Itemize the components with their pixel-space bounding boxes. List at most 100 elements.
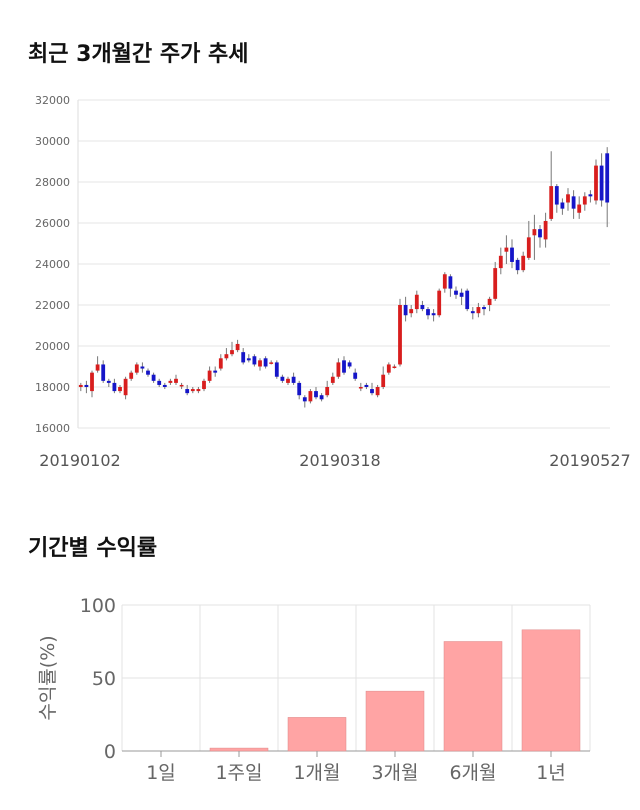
candle-body — [202, 380, 206, 390]
candle-body — [566, 194, 570, 203]
candle-body — [325, 387, 330, 396]
period-return-title: 기간별 수익률 — [28, 536, 158, 561]
candle-body — [599, 165, 604, 201]
x-tick-label: 20190318 — [299, 451, 380, 470]
candle-body — [123, 378, 128, 396]
candle-body — [151, 374, 156, 381]
candle-body — [78, 384, 83, 387]
candle-body — [442, 274, 447, 289]
candle-body — [431, 313, 436, 316]
candle-body — [454, 290, 458, 295]
return-bar — [209, 747, 269, 752]
candle-body — [129, 372, 134, 379]
candle-body — [342, 360, 346, 373]
return-bar — [287, 717, 347, 752]
candle-body — [420, 305, 425, 310]
candle-body — [224, 354, 229, 359]
candle-body — [112, 382, 117, 392]
x-tick-label: 20190527 — [549, 451, 630, 470]
candle-body — [90, 372, 94, 392]
candle-body — [381, 374, 386, 387]
candle-body — [241, 352, 246, 363]
candle-body — [588, 194, 593, 197]
candle-body — [168, 380, 173, 383]
candle-body — [286, 378, 290, 383]
y-tick-label: 26000 — [35, 217, 70, 230]
candle-body — [353, 372, 358, 379]
candle-body — [532, 229, 537, 236]
x-tick-label: 1일 — [146, 762, 176, 784]
candle-body — [459, 292, 464, 297]
candle-body — [571, 196, 576, 209]
candle-body — [577, 204, 582, 213]
candle-body — [426, 309, 430, 316]
price-trend-chart: 16000 18000 20000 22000 24000 26000 28000 30000… — [35, 94, 631, 470]
candle-body — [398, 305, 402, 365]
return-bar — [521, 629, 581, 752]
candle-body — [543, 220, 548, 240]
y-tick-label: 0 — [104, 741, 116, 763]
candle-body — [314, 391, 318, 398]
y-tick-label: 20000 — [35, 340, 70, 353]
candle-body — [403, 305, 408, 316]
y-tick-label: 32000 — [35, 94, 70, 107]
candle-body — [392, 366, 397, 368]
candle-body — [515, 259, 520, 271]
candle-body — [297, 382, 302, 396]
candle-body — [235, 343, 240, 351]
candle-body — [218, 358, 223, 369]
candle-body — [274, 362, 279, 377]
candle-body — [465, 290, 470, 310]
candle-body — [95, 364, 100, 371]
candle-body — [157, 380, 162, 385]
candle-body — [207, 370, 212, 381]
candle-body — [246, 358, 251, 361]
candle-body — [162, 384, 167, 387]
candle-body — [370, 389, 374, 394]
candle-body — [526, 237, 531, 258]
y-tick-label: 30000 — [35, 135, 70, 148]
candle-body — [336, 362, 341, 377]
candle-body — [437, 290, 442, 316]
candle-body — [554, 186, 559, 205]
candle-body — [146, 370, 150, 375]
candle-body — [213, 370, 218, 373]
x-tick-label: 20190102 — [39, 451, 120, 470]
candle-body — [134, 364, 139, 373]
y-tick-label: 24000 — [35, 258, 70, 271]
candle-body — [414, 294, 419, 310]
candle-body — [106, 380, 111, 383]
candle-body — [498, 255, 503, 269]
candle-body — [549, 186, 554, 219]
x-tick-label: 6개월 — [449, 762, 496, 784]
return-bar — [443, 641, 503, 752]
y-tick-label: 16000 — [35, 422, 70, 435]
candle-body — [364, 384, 369, 387]
return-bar — [365, 690, 425, 752]
candle-body — [174, 378, 178, 383]
candle-body — [302, 397, 307, 402]
candle-body — [504, 247, 509, 252]
candle-body — [280, 376, 285, 381]
candle-body — [190, 389, 195, 392]
candle-body — [330, 376, 335, 383]
candle-body — [118, 387, 122, 392]
candle-body — [510, 247, 514, 262]
candle-body — [258, 360, 262, 367]
candle-body — [482, 307, 486, 310]
candle-body — [493, 268, 498, 299]
candle-body — [358, 387, 363, 389]
candle-body — [84, 384, 89, 387]
x-tick-label: 1개월 — [293, 762, 340, 784]
candle-body — [291, 376, 296, 383]
candle-body — [386, 364, 391, 373]
candle-body — [185, 389, 190, 394]
candle-body — [487, 298, 492, 305]
candle-body — [263, 358, 268, 367]
y-tick-label: 22000 — [35, 299, 70, 312]
candle-body — [605, 153, 610, 203]
candle-body — [470, 311, 475, 314]
candle-body — [308, 391, 313, 402]
candle-body — [521, 255, 526, 271]
